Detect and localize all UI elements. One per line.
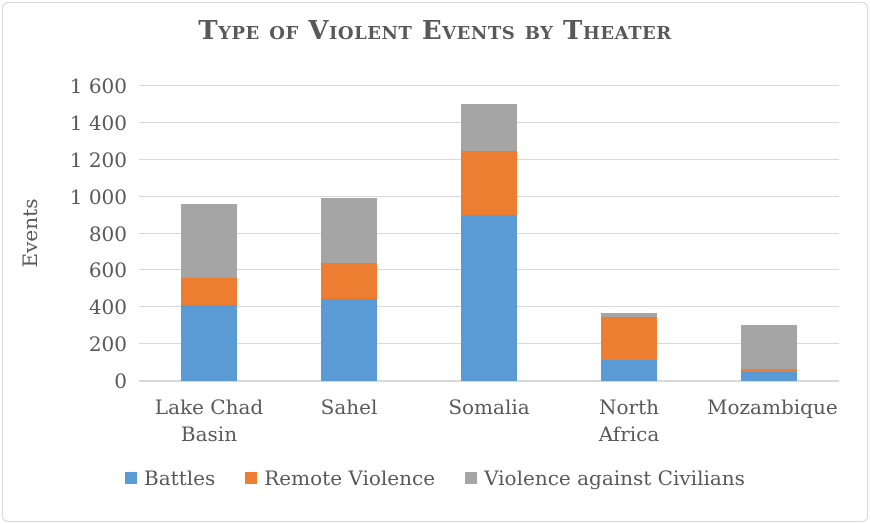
bar-segment-battles (181, 305, 237, 381)
y-tick-label: 1 000 (69, 184, 127, 209)
x-category-label: Sahel (320, 395, 378, 419)
x-category-label: Mozambique (707, 395, 838, 419)
legend-label: Remote Violence (264, 466, 436, 490)
legend-label: Violence against Civilians (484, 466, 745, 490)
y-tick-label: 400 (88, 295, 127, 320)
bar-somalia (461, 103, 517, 381)
bar-segment-battles (601, 359, 657, 381)
bar-mozambique (741, 324, 797, 381)
y-tick-label: 800 (88, 221, 127, 246)
bar-segment-violence-against-civilians (601, 312, 657, 318)
bar-segment-battles (741, 371, 797, 381)
bar-segment-remote-violence (181, 277, 237, 306)
y-tick-label: 0 (114, 369, 127, 393)
plot-area (139, 85, 839, 382)
y-tick-label: 1 600 (69, 74, 127, 98)
bar-lake-chad-basin (181, 204, 237, 381)
bar-segment-violence-against-civilians (741, 324, 797, 370)
legend-item-remote-violence: Remote Violence (245, 466, 435, 490)
chart-title: Type of Violent Events by Theater (198, 16, 672, 46)
legend-swatch-battles (125, 472, 138, 484)
x-category-label: North Africa (598, 395, 660, 446)
y-tick-label: 1 200 (69, 147, 127, 172)
bar-segment-violence-against-civilians (461, 103, 517, 151)
x-category-label: Somalia (448, 395, 530, 419)
bar-segment-remote-violence (741, 369, 797, 372)
bar-segment-remote-violence (601, 317, 657, 360)
legend-label: Battles (144, 466, 216, 490)
y-tick-label: 600 (88, 258, 127, 283)
y-axis-tick-labels: 0 200 400 600 800 1 000 1 200 1 400 1 600 (0, 76, 127, 391)
x-axis-labels: Lake Chad Basin Sahel Somalia North Africa M… (139, 394, 839, 448)
bar-segment-battles (321, 298, 377, 381)
legend-swatch-violence-against-civilians (465, 472, 478, 484)
bar-sahel (321, 197, 377, 381)
legend-item-battles: Battles (125, 466, 215, 490)
bar-segment-violence-against-civilians (321, 197, 377, 263)
y-tick-label: 1 400 (69, 110, 127, 135)
gridline (139, 85, 839, 86)
legend-swatch-remote-violence (245, 472, 258, 484)
y-tick-label: 200 (88, 332, 127, 357)
bar-segment-violence-against-civilians (181, 204, 237, 278)
bar-north-africa (601, 312, 657, 381)
bar-segment-remote-violence (321, 263, 377, 299)
bar-segment-remote-violence (461, 150, 517, 216)
legend: Battles Remote Violence Violence against C… (0, 466, 870, 490)
x-axis-line (139, 380, 839, 382)
x-category-label: Lake Chad Basin (154, 395, 264, 446)
bar-segment-battles (461, 215, 517, 381)
legend-item-violence-against-civilians: Violence against Civilians (465, 466, 745, 490)
